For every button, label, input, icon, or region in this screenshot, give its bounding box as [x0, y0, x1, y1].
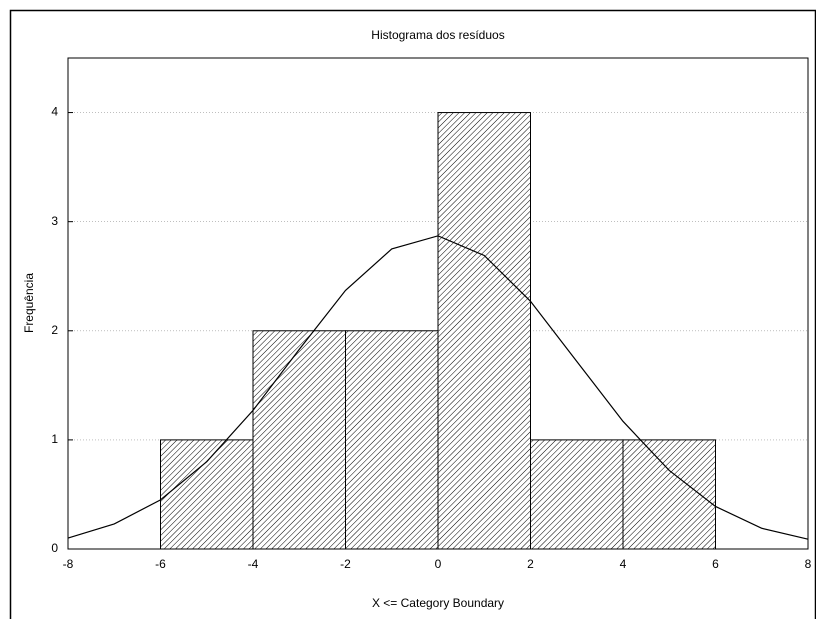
bar	[345, 330, 439, 550]
bar	[530, 439, 624, 550]
y-tick-label: 1	[51, 432, 58, 446]
x-tick-label: -6	[155, 557, 166, 571]
x-tick-label: 4	[620, 557, 627, 571]
y-tick-label: 3	[51, 214, 58, 228]
x-axis-label: X <= Category Boundary	[372, 596, 504, 610]
normal-curve	[67, 235, 809, 540]
x-tick-label: 0	[435, 557, 442, 571]
bar	[437, 112, 531, 550]
bar	[252, 330, 346, 550]
y-tick-label: 0	[51, 541, 58, 555]
x-tick-label: 2	[527, 557, 534, 571]
bar	[160, 439, 254, 550]
plot-frame	[67, 57, 809, 550]
bar	[622, 439, 716, 550]
x-tick-label: -8	[63, 557, 74, 571]
x-tick-label: 6	[712, 557, 719, 571]
x-tick-label: -4	[248, 557, 259, 571]
x-tick-label: -2	[340, 557, 351, 571]
y-tick-label: 4	[51, 105, 58, 119]
x-tick-label: 8	[805, 557, 812, 571]
y-tick-label: 2	[51, 323, 58, 337]
y-axis-label: Frequência	[22, 273, 36, 333]
chart-title: Histograma dos resíduos	[371, 28, 504, 42]
